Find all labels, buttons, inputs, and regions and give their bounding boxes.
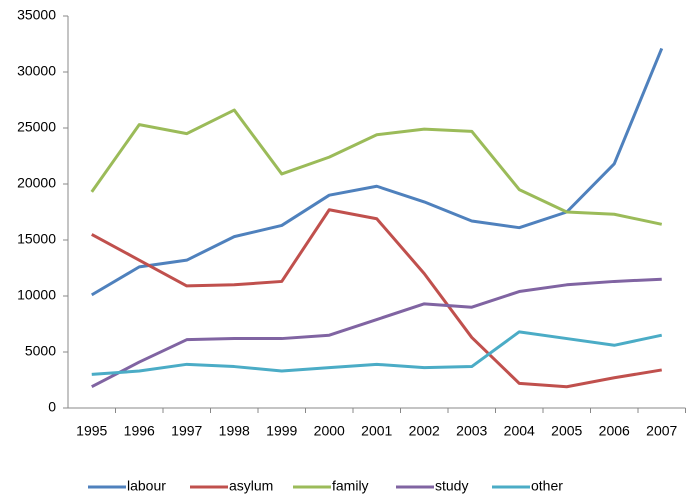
x-tick-label: 2000 (314, 423, 345, 439)
legend-label: asylum (229, 478, 273, 494)
legend-label: study (435, 478, 468, 494)
x-tick-label: 2001 (361, 423, 392, 439)
x-tick-label: 1999 (266, 423, 297, 439)
y-tick-label: 5000 (25, 343, 56, 359)
series-line (91, 277, 662, 389)
x-tick-label: 1998 (219, 423, 250, 439)
x-tick-label: 2007 (646, 423, 677, 439)
x-tick-label: 1997 (171, 423, 202, 439)
legend-label: other (531, 478, 563, 494)
legend-label: labour (127, 478, 166, 494)
y-tick-label: 25000 (17, 119, 56, 135)
x-tick-label: 2006 (599, 423, 630, 439)
series-line (91, 330, 663, 376)
y-tick-label: 15000 (17, 231, 56, 247)
x-tick-label: 1995 (76, 423, 107, 439)
x-tick-label: 2004 (504, 423, 535, 439)
series-line (90, 47, 664, 297)
y-tick-label: 30000 (17, 63, 56, 79)
x-tick-label: 2002 (409, 423, 440, 439)
y-tick-label: 35000 (17, 7, 56, 23)
x-tick-label: 2003 (456, 423, 487, 439)
y-tick-label: 0 (48, 399, 56, 415)
series-line (91, 208, 662, 389)
legend-label: family (332, 478, 369, 494)
y-tick-label: 10000 (17, 287, 56, 303)
x-tick-label: 2005 (551, 423, 582, 439)
series-line (90, 108, 663, 226)
x-tick-label: 1996 (124, 423, 155, 439)
y-tick-label: 20000 (17, 175, 56, 191)
